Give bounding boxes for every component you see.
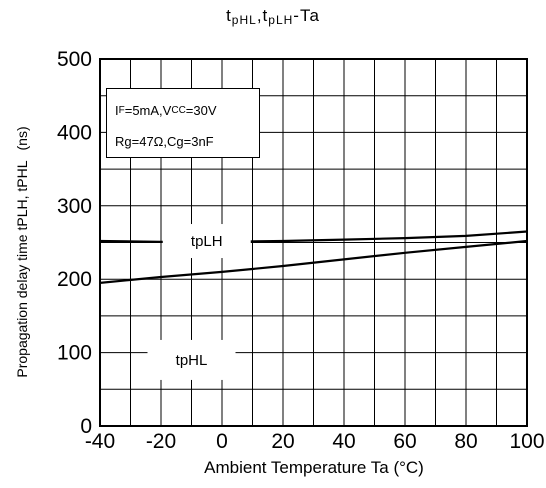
y-tick-label: 100 (57, 342, 92, 365)
series-line-tphl (99, 239, 528, 284)
title-t2: t (262, 6, 269, 25)
cond-vcc-sub: CC (171, 105, 186, 116)
x-axis-label: Ambient Temperature Ta (°C) (204, 458, 424, 477)
cond-vcc: =5mA,V (124, 103, 172, 118)
series-label-bg (147, 339, 236, 380)
conditions-line-2: Rg=47Ω,Cg=3nF (115, 134, 214, 149)
cond-if-sub: F (118, 105, 125, 116)
conditions-box: I F =5mA,V CC =30V Rg=47Ω,Cg=3nF (106, 88, 260, 158)
title-sub2: pLH (268, 13, 294, 27)
title-t1: t (226, 6, 232, 25)
x-tick-label: 20 (271, 430, 294, 453)
x-tick-label: 0 (216, 430, 228, 453)
y-tick-label: 300 (57, 195, 92, 218)
y-tick-label: 200 (57, 268, 92, 291)
x-tick-label: 80 (454, 430, 477, 453)
y-tick-label: 500 (57, 48, 92, 71)
series-label-tphl: tpHL (176, 352, 208, 369)
y-tick-label: 400 (57, 121, 92, 144)
cond-if: I (115, 103, 119, 118)
series-label-bg (162, 224, 251, 259)
title-sub1: pHL (231, 13, 257, 27)
series-label-tplh: tpLH (191, 233, 223, 250)
x-tick-label: -40 (85, 430, 115, 453)
x-tick-label: 60 (393, 430, 416, 453)
x-tick-label: 100 (509, 430, 544, 453)
x-tick-label: -20 (146, 430, 176, 453)
x-tick-label: 40 (332, 430, 355, 453)
conditions-line-1: I F =5mA,V CC =30V (115, 95, 259, 126)
chart-title: tpHL,tpLH-Ta (0, 6, 546, 27)
cond-vcc-value: =30V (185, 103, 217, 118)
title-tail: -Ta (293, 6, 320, 25)
y-tick-label: 0 (80, 415, 92, 438)
title-sep: , (256, 6, 263, 25)
plot-frame (99, 58, 528, 427)
